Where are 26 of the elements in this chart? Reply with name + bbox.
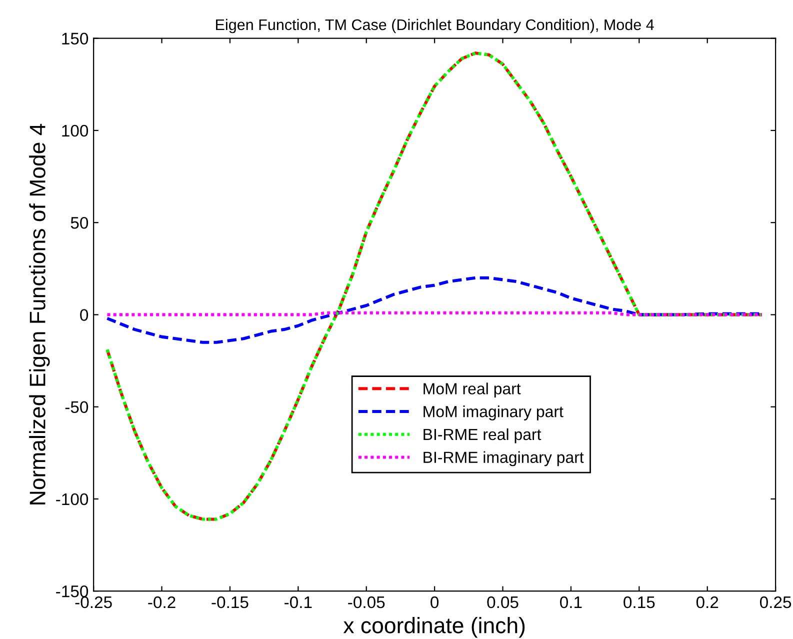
y-tick-label: -100 <box>56 493 88 506</box>
x-tick-label: -0.2 <box>148 596 176 608</box>
x-tick-label: -0.15 <box>212 596 248 608</box>
x-tick-label: -0.05 <box>348 596 385 608</box>
x-tick-label: 0.2 <box>696 596 718 608</box>
legend-label: BI-RME real part <box>424 428 542 444</box>
y-tick-label: 100 <box>62 124 88 137</box>
x-tick-label: -0.25 <box>75 596 112 608</box>
y-tick-label: 150 <box>62 32 88 45</box>
y-tick-label: 0 <box>80 309 88 321</box>
x-tick-label: 0.1 <box>560 596 582 608</box>
x-tick-label: 0 <box>430 596 439 608</box>
legend-label: MoM imaginary part <box>424 406 564 420</box>
chart-title: Eigen Function, TM Case (Dirichlet Boundary Condition), Mode 4 <box>216 18 654 34</box>
y-tick-label: -50 <box>65 401 88 414</box>
x-tick-label: -0.1 <box>284 596 312 608</box>
y-tick-label: -150 <box>56 585 88 598</box>
x-tick-label: 0.25 <box>760 596 792 608</box>
x-axis-title: x coordinate (inch) <box>343 617 525 638</box>
legend-label: MoM real part <box>424 382 521 398</box>
y-axis-title: Normalized Eigen Functions of Mode 4 <box>29 124 50 504</box>
y-tick-label: 50 <box>70 216 88 229</box>
x-tick-label: 0.05 <box>487 596 518 608</box>
x-tick-label: 0.15 <box>624 596 655 608</box>
line-series <box>106 52 764 521</box>
legend-label: BI-RME imaginary part <box>424 451 584 466</box>
